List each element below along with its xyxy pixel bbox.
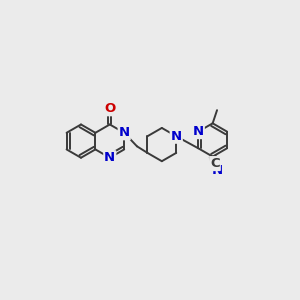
Text: N: N	[171, 130, 182, 143]
Text: N: N	[118, 126, 130, 139]
Text: O: O	[104, 102, 116, 115]
Text: C: C	[210, 157, 220, 170]
Text: N: N	[104, 151, 116, 164]
Text: N: N	[212, 164, 223, 177]
Text: N: N	[193, 125, 204, 138]
